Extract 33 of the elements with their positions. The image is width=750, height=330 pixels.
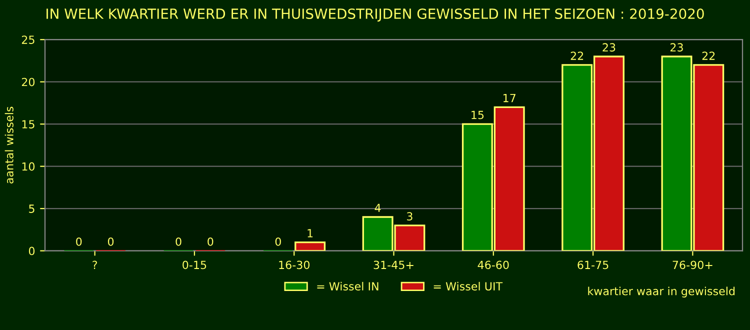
data-label: 22 [702,52,715,60]
x-tick-label: 16-30 [279,260,310,270]
data-label: 23 [670,43,683,52]
y-tick-label: 20 [22,78,35,86]
data-label: 0 [275,237,281,246]
bar [294,242,326,251]
y-tick-label: 15 [22,120,34,128]
legend-label: = Wissel UIT [434,282,503,291]
x-tick-label: 61-75 [578,260,608,270]
x-tick-label: 76-90+ [672,260,712,270]
data-label: 22 [570,52,584,60]
y-tick-label: 5 [29,204,34,213]
x-tick-label: ? [92,260,97,269]
x-axis-title: kwartier waar in gewisseld [588,286,735,298]
legend-label: = Wissel IN [317,282,378,291]
data-label: 15 [472,110,484,120]
chart-title: IN WELK KWARTIER WERD ER IN THUISWEDSTRIJDEN GEWISSELD IN HET SEIZOEN : 2019-2020 [46,8,704,22]
data-label: 4 [374,204,381,212]
y-tick-label: 10 [22,162,35,171]
x-tick-label: 46-60 [478,260,509,270]
data-label: 17 [503,94,516,102]
y-tick-label: 25 [22,36,34,44]
data-label: 0 [208,237,214,246]
data-label: 3 [407,212,412,221]
x-tick-label: 31-45+ [374,260,414,270]
data-label: 0 [108,237,114,246]
data-label: 1 [308,229,313,238]
x-tick-label: 0-15 [182,260,206,270]
y-tick-label: 0 [28,246,35,256]
data-label: 23 [602,43,616,52]
data-label: 0 [176,237,182,246]
y-axis-title: aantal wissels [4,106,14,184]
data-label: 0 [76,237,82,246]
